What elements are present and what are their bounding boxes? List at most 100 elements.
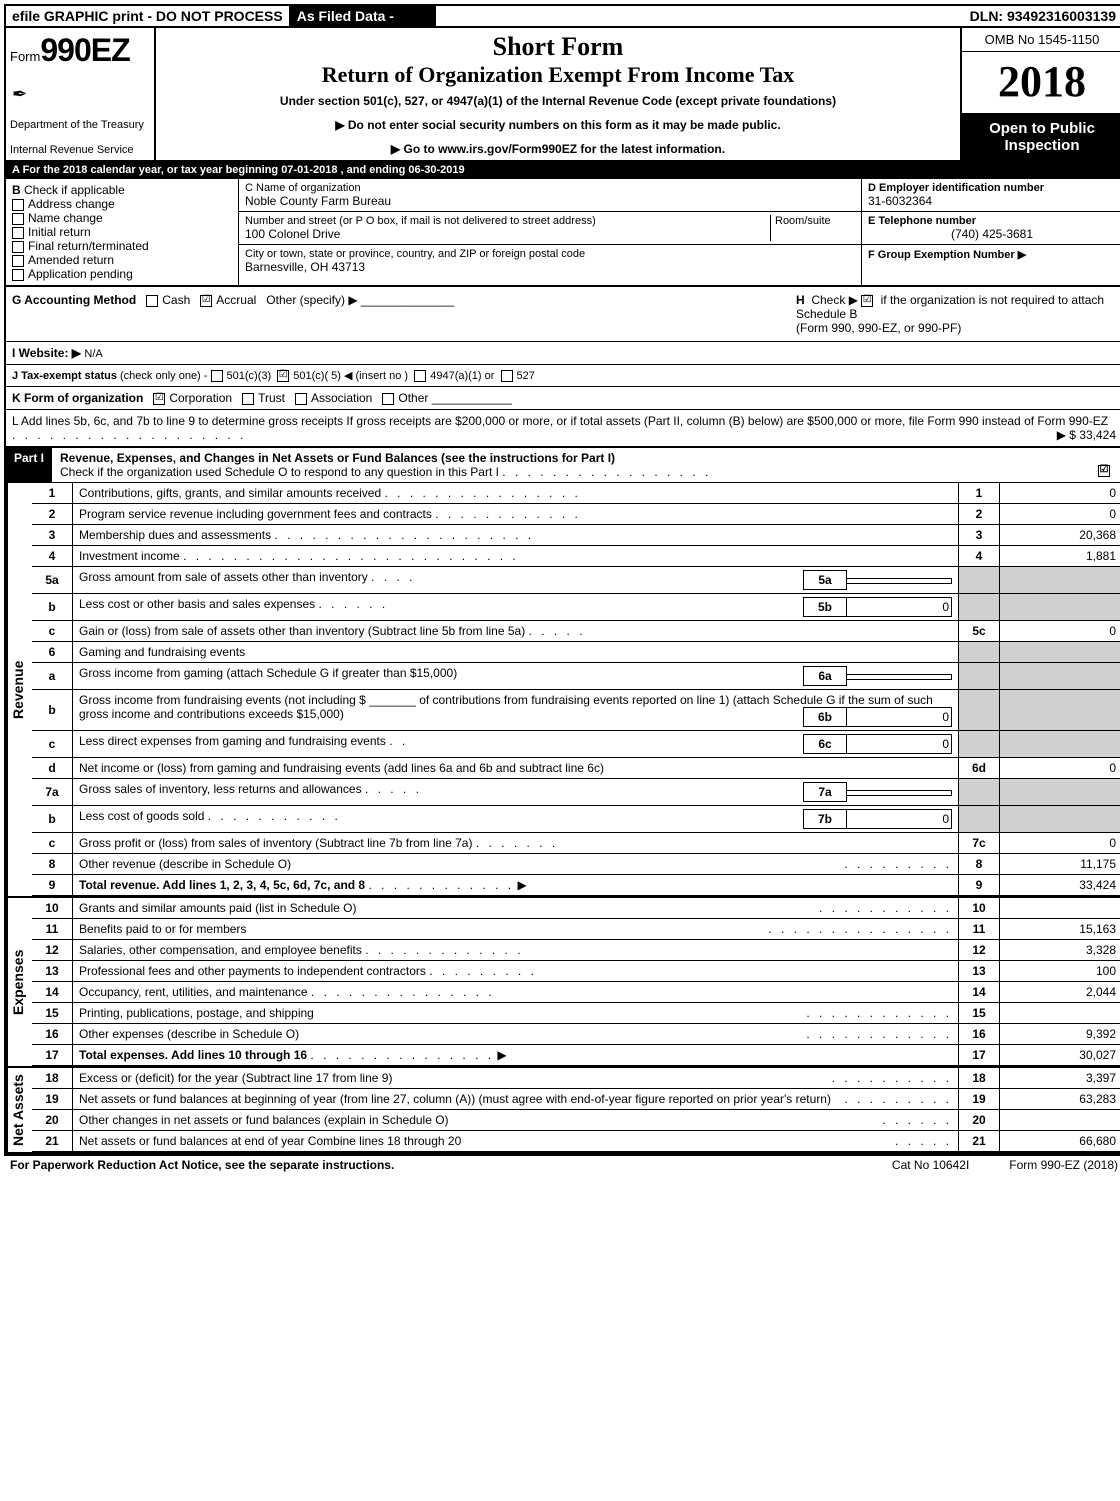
j-text: (check only one) -	[120, 370, 207, 382]
h-text3: (Form 990, 990-EZ, or 990-PF)	[796, 321, 961, 335]
group-exemption-label: F Group Exemption Number ▶	[868, 248, 1116, 261]
application-pending-checkbox[interactable]	[12, 269, 24, 281]
form-990ez: efile GRAPHIC print - DO NOT PROCESS As …	[4, 4, 1120, 1156]
corp-checkbox[interactable]: ☑	[153, 393, 165, 405]
city-value: Barnesville, OH 43713	[245, 260, 855, 274]
trust-checkbox[interactable]	[242, 393, 254, 405]
amended-return-checkbox[interactable]	[12, 255, 24, 267]
line-17: 17Total expenses. Add lines 10 through 1…	[32, 1045, 1120, 1066]
h-checkbox[interactable]: ☑	[861, 295, 873, 307]
open-inspection: Open to Public Inspection	[962, 114, 1120, 160]
phone-label: E Telephone number	[868, 215, 1116, 227]
form-ref: Form 990-EZ (2018)	[1009, 1158, 1118, 1172]
line-6: 6Gaming and fundraising events	[32, 642, 1120, 663]
org-name: Noble County Farm Bureau	[245, 194, 855, 208]
line-6b: bGross income from fundraising events (n…	[32, 690, 1120, 731]
line-8: 8Other revenue (describe in Schedule O) …	[32, 854, 1120, 875]
line-15: 15Printing, publications, postage, and s…	[32, 1003, 1120, 1024]
initial-return-checkbox[interactable]	[12, 227, 24, 239]
line-5b: bLess cost or other basis and sales expe…	[32, 594, 1120, 621]
part1-schedule-o-checkbox[interactable]: ☑	[1098, 465, 1110, 477]
page-footer: For Paperwork Reduction Act Notice, see …	[4, 1156, 1120, 1174]
ein-value: 31-6032364	[868, 194, 1116, 208]
line-7a: 7aGross sales of inventory, less returns…	[32, 779, 1120, 806]
main-title: Return of Organization Exempt From Incom…	[166, 62, 950, 88]
accrual-checkbox[interactable]: ☑	[200, 295, 212, 307]
name-change-checkbox[interactable]	[12, 213, 24, 225]
row-a-tax-year: A For the 2018 calendar year, or tax yea…	[6, 162, 1120, 179]
amended-return-label: Amended return	[28, 253, 114, 267]
section-def: D Employer identification number 31-6032…	[861, 179, 1120, 285]
part1-header-row: Part I Revenue, Expenses, and Changes in…	[6, 448, 1120, 483]
4947-label: 4947(a)(1) or	[430, 370, 494, 382]
h-label: H	[796, 293, 805, 307]
cat-no: Cat No 10642I	[852, 1158, 1009, 1172]
line-12: 12Salaries, other compensation, and empl…	[32, 940, 1120, 961]
notice-ssn: ▶ Do not enter social security numbers o…	[166, 118, 950, 132]
revenue-section: Revenue 1Contributions, gifts, grants, a…	[6, 483, 1120, 898]
line-6c: cLess direct expenses from gaming and fu…	[32, 731, 1120, 758]
527-label: 527	[517, 370, 535, 382]
line-16: 16Other expenses (describe in Schedule O…	[32, 1024, 1120, 1045]
line-5c: cGain or (loss) from sale of assets othe…	[32, 621, 1120, 642]
section-b: B Check if applicable Address change Nam…	[6, 179, 239, 285]
4947-checkbox[interactable]	[414, 370, 426, 382]
501c-label: 501(c)( 5) ◀ (insert no )	[293, 370, 408, 382]
527-checkbox[interactable]	[501, 370, 513, 382]
cash-checkbox[interactable]	[146, 295, 158, 307]
application-pending-label: Application pending	[28, 267, 133, 281]
assoc-checkbox[interactable]	[295, 393, 307, 405]
as-filed-label: As Filed Data -	[291, 6, 402, 26]
line-2: 2Program service revenue including gover…	[32, 504, 1120, 525]
section-g-h: G Accounting Method Cash ☑Accrual Other …	[6, 287, 1120, 342]
info-table: B Check if applicable Address change Nam…	[6, 179, 1120, 287]
revenue-vert-label: Revenue	[6, 483, 32, 896]
paperwork-notice: For Paperwork Reduction Act Notice, see …	[10, 1158, 852, 1172]
section-k: K Form of organization ☑Corporation Trus…	[6, 387, 1120, 410]
final-return-label: Final return/terminated	[28, 239, 149, 253]
form-number: 990EZ	[40, 32, 129, 68]
corp-label: Corporation	[169, 391, 232, 405]
room-suite-label: Room/suite	[770, 215, 855, 241]
header-center: Short Form Return of Organization Exempt…	[156, 28, 960, 160]
net-assets-vert-label: Net Assets	[6, 1068, 32, 1152]
line-21: 21Net assets or fund balances at end of …	[32, 1131, 1120, 1152]
other-org-checkbox[interactable]	[382, 393, 394, 405]
top-bar: efile GRAPHIC print - DO NOT PROCESS As …	[6, 6, 1120, 28]
check-if-label: Check if applicable	[24, 183, 125, 197]
address-change-checkbox[interactable]	[12, 199, 24, 211]
cash-label: Cash	[162, 293, 190, 307]
header-row: Form990EZ ✒ Department of the Treasury I…	[6, 28, 1120, 162]
501c-checkbox[interactable]: ☑	[277, 370, 289, 382]
line-6d: dNet income or (loss) from gaming and fu…	[32, 758, 1120, 779]
j-label: J Tax-exempt status	[12, 370, 117, 382]
line-1: 1Contributions, gifts, grants, and simil…	[32, 483, 1120, 504]
other-specify-label: Other (specify) ▶	[266, 293, 357, 307]
line-18: 18Excess or (deficit) for the year (Subt…	[32, 1068, 1120, 1089]
initial-return-label: Initial return	[28, 225, 91, 239]
501c3-checkbox[interactable]	[211, 370, 223, 382]
part1-check: Check if the organization used Schedule …	[60, 465, 499, 479]
line-3: 3Membership dues and assessments . . . .…	[32, 525, 1120, 546]
street-label: Number and street (or P O box, if mail i…	[245, 215, 770, 227]
final-return-checkbox[interactable]	[12, 241, 24, 253]
efile-label: efile GRAPHIC print - DO NOT PROCESS	[6, 6, 291, 26]
accrual-label: Accrual	[216, 293, 256, 307]
line-7b: bLess cost of goods sold . . . . . . . .…	[32, 806, 1120, 833]
net-assets-section: Net Assets 18Excess or (deficit) for the…	[6, 1068, 1120, 1154]
part1-label: Part I	[6, 448, 52, 482]
line-20: 20Other changes in net assets or fund ba…	[32, 1110, 1120, 1131]
501c3-label: 501(c)(3)	[227, 370, 272, 382]
h-check-label: Check ▶	[811, 293, 858, 307]
ein-label: D Employer identification number	[868, 182, 1116, 194]
part1-title: Revenue, Expenses, and Changes in Net As…	[60, 451, 615, 465]
line-14: 14Occupancy, rent, utilities, and mainte…	[32, 982, 1120, 1003]
trust-label: Trust	[258, 391, 285, 405]
subtitle: Under section 501(c), 527, or 4947(a)(1)…	[166, 94, 950, 108]
section-j: J Tax-exempt status (check only one) - 5…	[6, 365, 1120, 387]
section-c: C Name of organization Noble County Farm…	[239, 179, 861, 285]
omb-number: OMB No 1545-1150	[962, 28, 1120, 52]
address-change-label: Address change	[28, 197, 115, 211]
other-org-label: Other	[398, 391, 428, 405]
website-label: I Website: ▶	[12, 346, 81, 360]
